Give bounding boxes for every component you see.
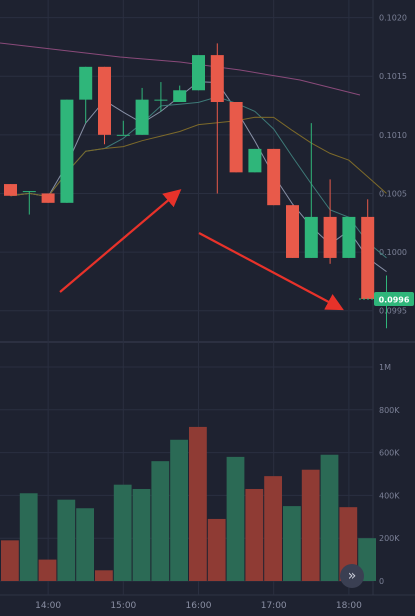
- volume-bar: [151, 461, 170, 581]
- volume-bar: [245, 488, 264, 581]
- price-tick-label: 0.1005: [379, 189, 407, 198]
- volume-bar: [226, 456, 245, 581]
- volume-bar: [301, 469, 320, 581]
- volume-bar: [264, 476, 282, 581]
- price-tick-label: 0.1015: [379, 72, 407, 81]
- candle-body: [361, 216, 375, 299]
- volume-bar: [283, 506, 301, 581]
- candle-body: [41, 193, 55, 203]
- volume-bar: [38, 559, 57, 581]
- candle-body: [60, 99, 74, 203]
- candle-body: [116, 134, 130, 136]
- candle-body: [267, 148, 281, 206]
- volume-bar: [132, 488, 151, 581]
- candle-body: [98, 66, 111, 135]
- price-tick-label: 0.1000: [379, 248, 407, 257]
- volume-bar: [170, 439, 188, 581]
- volume-tick-label: 0: [379, 577, 384, 586]
- price-tick-label: 0.0995: [379, 307, 407, 316]
- candle-body: [173, 90, 187, 102]
- volume-bar: [189, 426, 207, 581]
- volume-bar: [339, 507, 358, 581]
- volume-bar: [1, 540, 19, 581]
- candle-body: [323, 216, 337, 258]
- candle-body: [286, 205, 299, 258]
- volume-bar: [19, 493, 38, 581]
- candle-body: [229, 102, 243, 173]
- candle-body: [304, 216, 318, 258]
- time-tick-label: 14:00: [35, 601, 61, 611]
- time-tick-label: 15:00: [110, 601, 136, 611]
- candle-body: [4, 184, 17, 196]
- volume-bar: [95, 570, 113, 581]
- volume-tick-label: 600K: [379, 449, 400, 458]
- volume-bar: [207, 518, 226, 581]
- price-tick-label: 0.1020: [379, 14, 407, 23]
- volume-bar: [76, 508, 94, 581]
- double-chevron-right-icon: »: [347, 568, 357, 584]
- candle-body: [22, 191, 36, 193]
- last-price-badge: [374, 291, 414, 306]
- candle-body: [192, 55, 205, 91]
- annotation-arrow-up: [59, 189, 182, 293]
- moving-average-line: [0, 42, 361, 96]
- volume-tick-label: 400K: [379, 491, 400, 500]
- candle-body: [154, 99, 168, 101]
- last-price-label: 0.0996: [379, 295, 410, 304]
- volume-tick-label: 800K: [379, 406, 400, 415]
- volume-bar: [113, 484, 132, 581]
- time-tick-label: 16:00: [186, 601, 212, 611]
- time-tick-label: 18:00: [336, 601, 362, 611]
- candle-body: [248, 148, 262, 173]
- candle-body: [135, 99, 149, 135]
- candle-body: [79, 66, 93, 100]
- price-tick-label: 0.1010: [379, 131, 407, 140]
- volume-bar: [57, 499, 76, 581]
- annotation-arrow-down: [198, 232, 344, 311]
- candle-body: [210, 55, 224, 102]
- volume-tick-label: 200K: [379, 534, 400, 543]
- volume-tick-label: 1M: [379, 363, 391, 372]
- candle-body: [342, 216, 356, 258]
- volume-bar: [320, 454, 339, 581]
- scroll-to-latest-button[interactable]: »: [340, 564, 364, 588]
- time-tick-label: 17:00: [261, 601, 287, 611]
